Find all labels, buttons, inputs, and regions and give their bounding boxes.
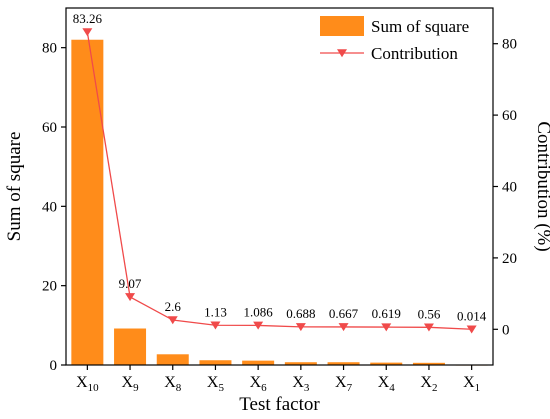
x-tick-label: X8 <box>164 374 182 394</box>
data-label: 83.26 <box>73 11 103 26</box>
y-axis-right-title: Contribution (%) <box>533 121 550 251</box>
bar <box>114 328 147 365</box>
contribution-marker <box>381 323 392 332</box>
x-tick-label: X9 <box>122 374 140 394</box>
y-left-tick-label: 80 <box>42 41 57 57</box>
data-label: 1.086 <box>244 304 274 319</box>
bar-series <box>71 39 488 366</box>
x-tick-label: X4 <box>378 374 396 394</box>
bar <box>156 354 189 365</box>
bar <box>199 360 232 365</box>
legend-line-marker <box>337 49 347 58</box>
y-right-tick-label: 80 <box>502 37 517 53</box>
data-label: 0.56 <box>418 306 441 321</box>
x-tick-label: X7 <box>335 374 353 394</box>
contribution-marker <box>82 28 93 37</box>
y-left-tick-label: 40 <box>42 199 57 215</box>
data-label: 0.688 <box>286 306 315 321</box>
y-right-tick-label: 20 <box>502 251 517 267</box>
bar <box>284 362 317 365</box>
x-tick-label: X1 <box>463 374 480 394</box>
contribution-marker <box>295 323 306 332</box>
bar <box>370 362 403 365</box>
bar <box>242 360 275 365</box>
y-right-tick-label: 40 <box>502 180 517 196</box>
contribution-series: 83.26 9.07 2.6 1.13 1.086 0.688 0.667 0.619 0.56… <box>73 11 487 334</box>
y-axis-left-title: Sum of square <box>4 132 25 242</box>
contribution-marker <box>466 325 477 334</box>
y-right-tick-label: 0 <box>502 322 510 338</box>
contribution-line <box>86 31 472 330</box>
legend-line-label: Contribution <box>371 44 458 63</box>
tick-labels: 0 20 40 60 80 0 20 40 60 80 X10 X9 X8 X5 X6 X3 X7 X4 X2 X1 <box>42 37 517 394</box>
axes <box>61 7 498 370</box>
data-label: 9.07 <box>119 276 142 291</box>
x-tick-label: X2 <box>420 374 437 394</box>
legend-bar-label: Sum of square <box>371 17 469 36</box>
y-left-tick-label: 0 <box>50 358 58 374</box>
contribution-marker <box>167 316 178 325</box>
contribution-marker <box>423 323 434 332</box>
bar <box>412 362 445 365</box>
x-tick-label: X6 <box>250 374 268 394</box>
y-left-tick-label: 60 <box>42 120 57 136</box>
x-tick-label: X3 <box>292 374 310 394</box>
legend-bar-swatch <box>320 16 364 36</box>
contribution-marker <box>210 321 221 330</box>
data-label: 0.667 <box>329 306 359 321</box>
bar <box>71 39 104 365</box>
y-right-tick-label: 60 <box>502 108 517 124</box>
contribution-marker <box>338 323 349 332</box>
contribution-marker <box>125 293 136 302</box>
data-label: 0.014 <box>457 308 487 323</box>
x-tick-label: X5 <box>207 374 225 394</box>
data-label: 2.6 <box>165 299 182 314</box>
contribution-marker <box>253 321 264 330</box>
x-tick-label: X10 <box>76 374 99 394</box>
data-label: 0.619 <box>372 306 401 321</box>
bar <box>327 362 360 365</box>
data-label: 1.13 <box>204 304 227 319</box>
legend: Sum of square Contribution <box>320 16 469 63</box>
x-axis-title: Test factor <box>239 394 320 415</box>
y-left-tick-label: 20 <box>42 279 57 295</box>
